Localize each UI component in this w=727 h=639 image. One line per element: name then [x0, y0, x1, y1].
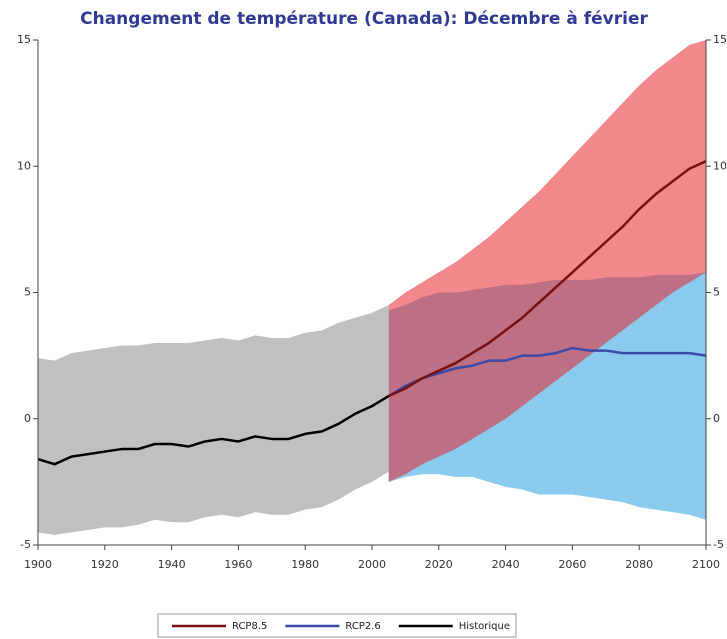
legend-label: RCP8.5	[232, 621, 267, 632]
x-tick-label: 2020	[425, 558, 453, 571]
series-line	[37, 394, 390, 466]
x-tick-label: 1920	[91, 558, 119, 571]
y2-tick-label: -5	[713, 538, 724, 551]
x-tick-label: 2000	[358, 558, 386, 571]
y-tick-label: 5	[24, 286, 31, 299]
x-tick-label: 2100	[692, 558, 720, 571]
y-tick-label: 0	[24, 412, 31, 425]
x-tick-label: 1960	[224, 558, 252, 571]
legend-label: RCP2.6	[345, 621, 380, 632]
y2-tick-label: 5	[713, 286, 720, 299]
x-tick-label: 1900	[24, 558, 52, 571]
ensemble-band	[388, 40, 706, 482]
x-tick-label: 2060	[558, 558, 586, 571]
x-tick-label: 1940	[158, 558, 186, 571]
chart-title: Changement de température (Canada): Déce…	[80, 9, 648, 29]
legend-label: Historique	[459, 621, 510, 632]
series-line	[388, 346, 707, 398]
y2-tick-label: 10	[713, 159, 727, 172]
x-tick-label: 1980	[291, 558, 319, 571]
x-tick-label: 2080	[625, 558, 653, 571]
series-line	[388, 160, 707, 398]
y-tick-label: 10	[17, 159, 31, 172]
y2-tick-label: 0	[713, 412, 720, 425]
y-tick-label: -5	[20, 538, 31, 551]
y2-tick-label: 15	[713, 33, 727, 46]
ensemble-band	[38, 305, 389, 535]
y-tick-label: 15	[17, 33, 31, 46]
x-tick-label: 2040	[492, 558, 520, 571]
